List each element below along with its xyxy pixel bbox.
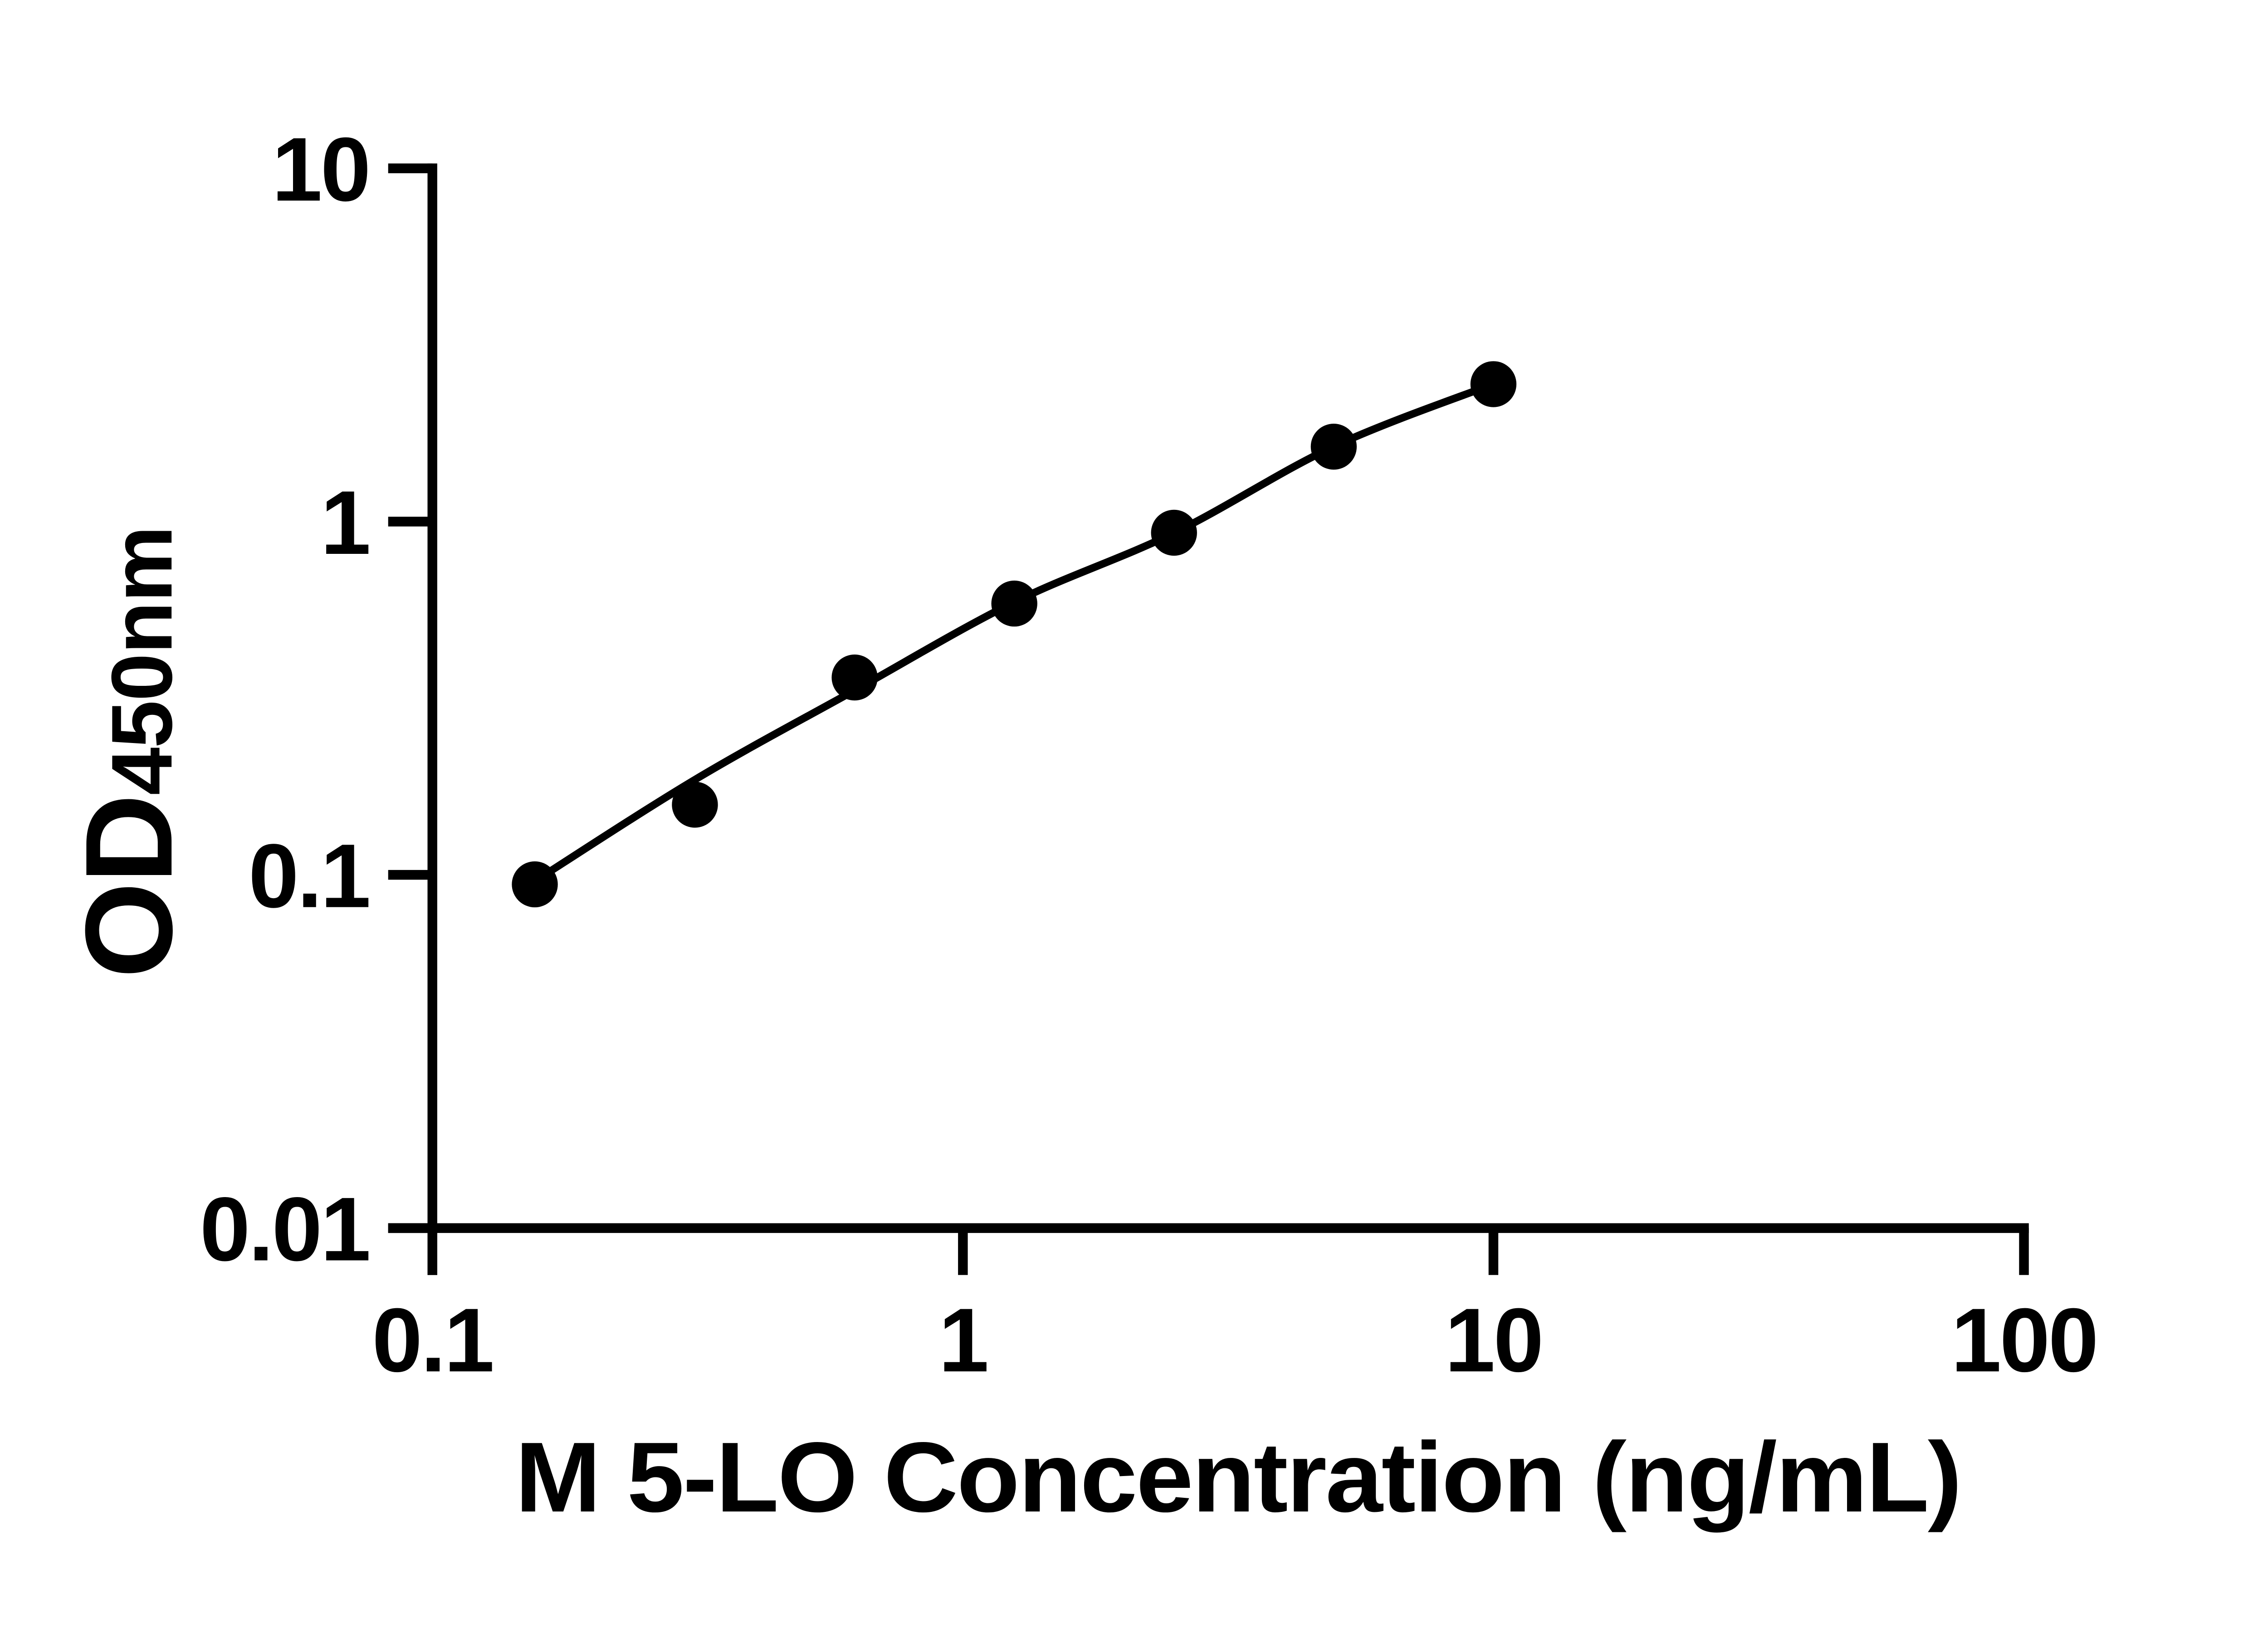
x-tick-label: 0.1	[372, 1290, 493, 1391]
x-tick-label: 1	[938, 1290, 987, 1391]
y-axis-title: OD450nm	[59, 527, 198, 978]
data-points	[512, 361, 1517, 908]
data-point	[991, 580, 1037, 627]
y-tick-label: 10	[272, 119, 369, 220]
x-axis-title: M 5-LO Concentration (ng/mL)	[515, 1422, 1960, 1533]
y-tick-label: 1	[321, 472, 369, 573]
x-axis-ticks: 0.1 1 10 100	[372, 1228, 2099, 1391]
data-point	[672, 782, 718, 828]
axes	[388, 163, 2029, 1275]
x-tick-label: 100	[1951, 1290, 2097, 1391]
data-point	[512, 861, 558, 908]
y-tick-label: 0.01	[200, 1179, 369, 1280]
data-point	[831, 654, 878, 701]
y-axis-ticks: 0.01 0.1 1 10	[200, 119, 433, 1280]
data-point	[1151, 509, 1197, 556]
y-axis-title-subscript: 450nm	[94, 527, 190, 795]
y-tick-label: 0.1	[249, 826, 369, 927]
y-axis-title-main: OD	[59, 795, 198, 978]
x-tick-label: 10	[1445, 1290, 1542, 1391]
data-point	[1470, 361, 1517, 407]
data-point	[1310, 424, 1357, 470]
